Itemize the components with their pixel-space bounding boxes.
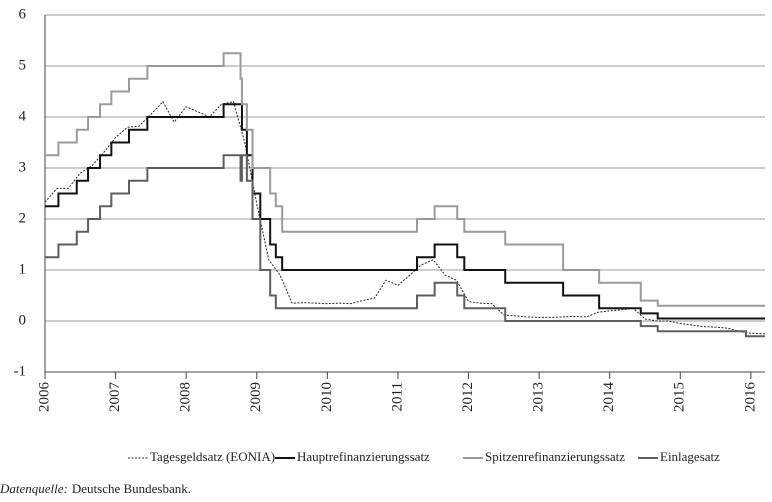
x-tick-label: 2016 <box>742 382 758 413</box>
y-tick-label: 1 <box>19 261 27 277</box>
x-tick-label: 2010 <box>319 382 335 412</box>
x-tick-label: 2013 <box>531 382 547 412</box>
y-tick-label: 5 <box>19 57 27 73</box>
x-tick-label: 2011 <box>389 382 405 411</box>
legend-label: Spitzenrefinanzierungssatz <box>485 449 625 464</box>
source-text: Deutsche Bundesbank. <box>72 481 191 496</box>
y-tick-label: 6 <box>19 6 27 22</box>
series-line <box>45 154 765 338</box>
legend-label: Einlagesatz <box>660 449 720 464</box>
source-label: Datenquelle: <box>0 481 68 496</box>
series-line <box>45 103 765 320</box>
y-tick-label: -1 <box>14 363 27 379</box>
x-tick-label: 2009 <box>248 382 264 412</box>
series-line <box>44 100 766 335</box>
x-tick-label: 2006 <box>36 382 52 413</box>
y-tick-label: 3 <box>19 159 27 175</box>
source-note: Datenquelle: Deutsche Bundesbank. <box>0 481 191 496</box>
legend-label: Hauptrefinanzierungssatz <box>297 449 430 464</box>
y-tick-label: 2 <box>19 210 27 226</box>
x-tick-label: 2012 <box>460 382 476 412</box>
x-tick-label: 2014 <box>601 382 617 413</box>
x-tick-label: 2008 <box>178 382 194 412</box>
y-tick-label: 4 <box>19 108 27 124</box>
x-tick-label: 2007 <box>107 382 123 413</box>
x-tick-label: 2015 <box>672 382 688 412</box>
series-line <box>45 52 765 307</box>
y-tick-label: 0 <box>19 312 27 328</box>
legend-label: Tagesgeldsatz (EONIA) <box>150 449 275 464</box>
